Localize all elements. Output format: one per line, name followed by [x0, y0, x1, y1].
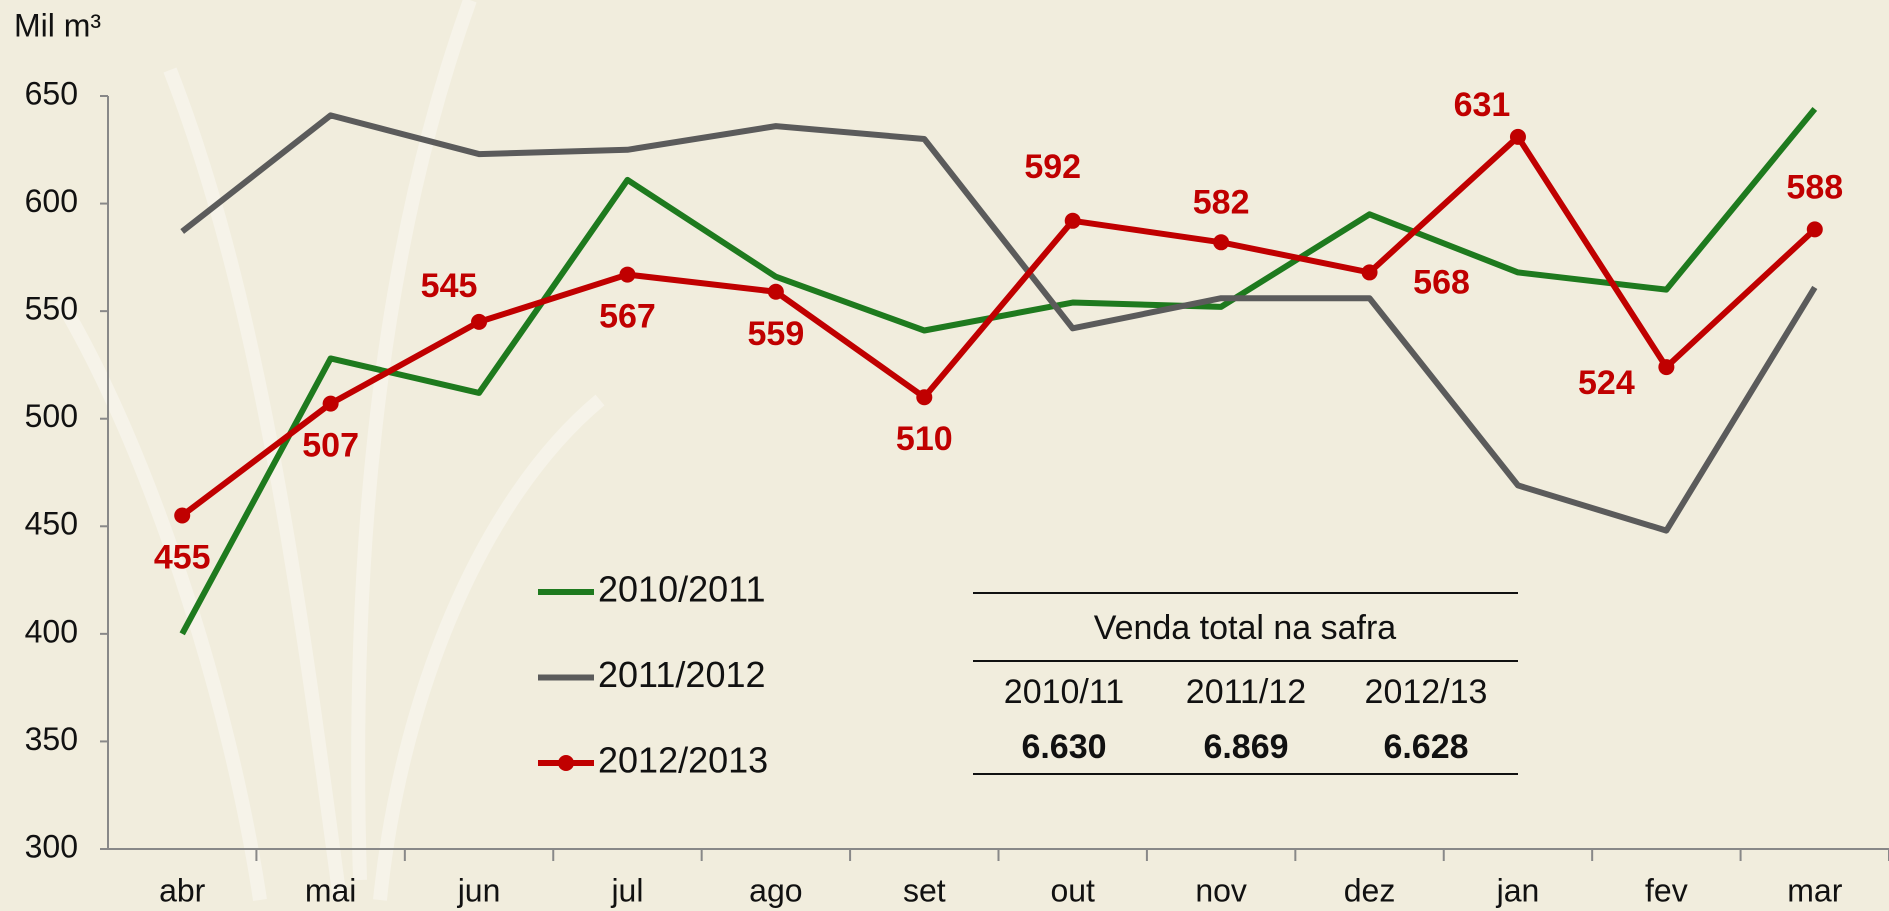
x-tick-label: out — [1050, 872, 1095, 908]
table-value: 6.628 — [1383, 728, 1468, 766]
point — [471, 313, 488, 330]
x-tick-label: mar — [1787, 872, 1842, 908]
y-tick-label: 500 — [25, 398, 78, 434]
x-tick-label: abr — [159, 872, 206, 908]
table-value: 6.630 — [1021, 728, 1106, 766]
table-header: 2011/12 — [1186, 673, 1306, 711]
y-axis-label: Mil m³ — [14, 7, 101, 43]
x-tick-label: ago — [749, 872, 802, 908]
data-label: 582 — [1193, 183, 1250, 221]
point — [1213, 234, 1230, 251]
series-line — [179, 107, 1818, 636]
data-label: 559 — [748, 315, 805, 353]
point — [1806, 221, 1823, 238]
x-tick-label: nov — [1195, 872, 1247, 908]
x-tick-label: jul — [610, 872, 643, 908]
x-tick-label: mai — [305, 872, 357, 908]
y-tick-label: 450 — [25, 506, 78, 542]
data-label: 631 — [1454, 86, 1511, 124]
x-tick-label: dez — [1344, 872, 1396, 908]
point — [1509, 128, 1526, 145]
table-header: 2010/11 — [1004, 673, 1124, 711]
y-tick-label: 300 — [25, 828, 78, 864]
data-label: 592 — [1024, 148, 1081, 186]
table-value: 6.869 — [1203, 728, 1288, 766]
point — [916, 389, 933, 406]
data-label: 567 — [599, 298, 656, 336]
y-tick-label: 400 — [25, 613, 78, 649]
x-tick-label: fev — [1645, 872, 1688, 908]
legend-label: 2012/2013 — [598, 740, 768, 781]
data-label: 507 — [302, 427, 359, 465]
legend-marker — [558, 755, 574, 771]
point — [174, 507, 191, 524]
x-tick-label: jun — [457, 872, 501, 908]
legend-label: 2010/2011 — [598, 569, 766, 610]
data-label: 510 — [896, 420, 953, 458]
point — [619, 266, 636, 283]
table-title: Venda total na safra — [1094, 609, 1397, 647]
data-label: 545 — [421, 267, 478, 305]
y-tick-label: 650 — [25, 75, 78, 111]
data-label: 455 — [154, 539, 211, 577]
series-line — [180, 133, 1817, 518]
y-tick-label: 350 — [25, 721, 78, 757]
point — [1658, 359, 1675, 376]
data-label: 588 — [1786, 168, 1843, 206]
x-tick-label: set — [903, 872, 946, 908]
x-tick-label: jan — [1496, 872, 1540, 908]
legend-label: 2011/2012 — [598, 654, 766, 695]
data-label: 524 — [1578, 364, 1635, 402]
table-header: 2012/13 — [1365, 673, 1488, 711]
y-tick-label: 600 — [25, 183, 78, 219]
point — [1064, 212, 1081, 229]
data-label: 568 — [1413, 263, 1470, 301]
point — [1361, 264, 1378, 281]
series-line — [180, 112, 1818, 534]
y-tick-label: 550 — [25, 291, 78, 327]
point — [767, 283, 784, 300]
point — [322, 395, 339, 412]
